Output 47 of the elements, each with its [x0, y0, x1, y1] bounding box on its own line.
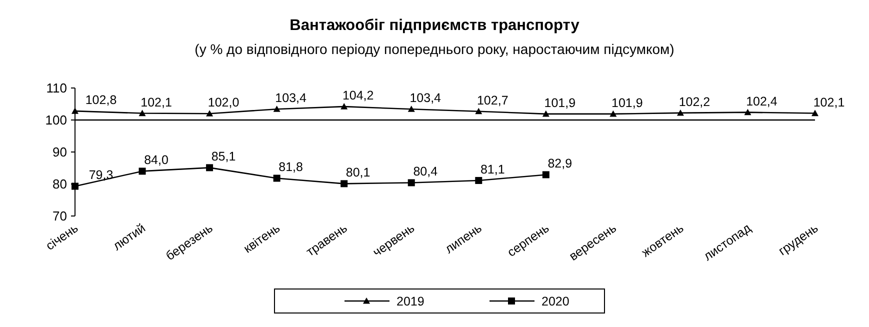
data-label: 104,2 — [342, 88, 374, 103]
legend-label: 2019 — [396, 294, 424, 308]
point — [340, 180, 348, 188]
data-label: 102,8 — [85, 93, 117, 108]
y-tick-label: 80 — [52, 176, 67, 192]
point — [542, 171, 550, 178]
point — [138, 168, 146, 175]
chart-subtitle: (у % до відповідного періоду попереднього року, наростаючим підсумком) — [194, 41, 674, 57]
point — [206, 110, 214, 116]
point — [676, 109, 684, 116]
data-label: 102,1 — [813, 95, 845, 110]
y-tick-label: 100 — [45, 112, 67, 128]
data-label: 102,4 — [746, 94, 778, 108]
point — [542, 110, 550, 117]
point — [273, 106, 280, 112]
data-label: 103,4 — [275, 91, 307, 106]
point — [408, 106, 415, 112]
data-label: 85,1 — [211, 150, 236, 164]
data-label: 102,0 — [208, 96, 240, 110]
y-tick-label: 90 — [52, 144, 67, 160]
chart-title: Вантажообіг підприємств транспорту — [290, 17, 580, 34]
y-tick-label: 70 — [52, 208, 67, 224]
legend-label: 2020 — [542, 294, 570, 308]
point — [273, 174, 280, 182]
y-tick-label: 110 — [46, 80, 67, 96]
data-label: 102,7 — [476, 93, 508, 108]
data-label: 102,2 — [678, 94, 710, 109]
data-label: 103,4 — [410, 91, 442, 106]
point — [475, 108, 482, 114]
point — [475, 176, 482, 184]
point — [340, 103, 348, 110]
point — [744, 108, 752, 116]
point — [138, 110, 146, 116]
point — [812, 110, 818, 116]
data-label: 84,0 — [144, 153, 168, 168]
point — [72, 108, 78, 114]
data-label: 101,9 — [544, 96, 576, 110]
data-label: 81,8 — [278, 160, 304, 174]
point — [206, 164, 214, 172]
data-label: 101,9 — [612, 96, 643, 110]
point — [408, 179, 415, 186]
point — [610, 110, 617, 117]
data-label: 80,1 — [346, 166, 370, 180]
data-label: 82,9 — [548, 156, 572, 171]
data-label: 102,1 — [140, 95, 172, 110]
data-label: 80,4 — [413, 164, 438, 179]
data-label: 81,1 — [480, 162, 505, 176]
